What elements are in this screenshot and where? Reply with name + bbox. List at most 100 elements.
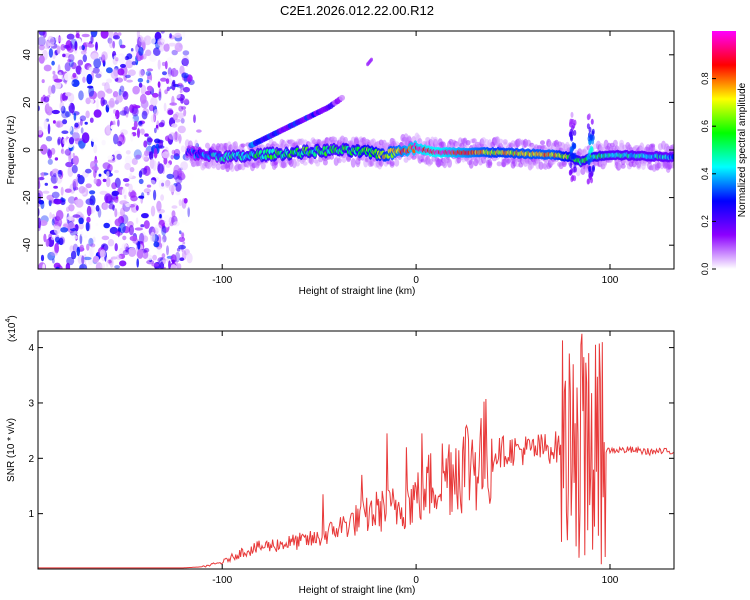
heatmap-cell xyxy=(146,254,153,261)
snr-frame xyxy=(37,330,675,570)
heatmap-cell xyxy=(102,162,111,170)
heatmap-cell xyxy=(117,140,123,147)
heatmap-cell xyxy=(339,94,345,101)
heatmap-cell xyxy=(43,119,48,130)
heatmap-cell xyxy=(145,71,152,76)
heatmap-cell xyxy=(80,127,84,134)
heatmap-cell xyxy=(115,196,119,200)
heatmap-cell xyxy=(161,182,165,187)
heatmap-cell xyxy=(62,138,67,145)
heatmap-cell xyxy=(182,50,190,56)
heatmap-cell xyxy=(115,77,124,83)
heatmap-cell xyxy=(39,220,48,226)
heatmap-cell xyxy=(119,222,126,234)
colorbar-tick-label: 0.2 xyxy=(700,215,710,228)
heatmap-cell xyxy=(65,161,73,168)
heatmap-cell xyxy=(60,93,63,103)
heatmap-cell xyxy=(179,210,185,217)
heatmap-cell xyxy=(136,258,139,268)
heatmap-cell xyxy=(577,148,583,156)
heatmap-cell xyxy=(161,238,165,247)
heatmap-cell xyxy=(173,131,180,143)
heatmap-cell xyxy=(229,163,235,172)
heatmap-cell xyxy=(60,186,64,196)
heatmap-cell xyxy=(88,85,95,97)
heatmap-cell xyxy=(54,81,62,90)
heatmap-cell xyxy=(78,90,84,101)
heatmap-cell xyxy=(336,157,342,164)
heatmap-cell xyxy=(117,119,120,127)
heatmap-cell xyxy=(79,224,84,228)
heatmap-cell xyxy=(116,153,122,160)
heatmap-cell xyxy=(156,246,163,255)
heatmap-cell xyxy=(98,56,103,60)
y-tick-label: -20 xyxy=(22,190,33,205)
heatmap-cell xyxy=(591,128,595,135)
heatmap-cell xyxy=(140,224,145,228)
heatmap-cell xyxy=(116,254,122,260)
heatmap-cell xyxy=(49,212,52,219)
heatmap-cell xyxy=(183,86,190,93)
heatmap-cell xyxy=(105,124,112,135)
heatmap-cell xyxy=(91,166,99,171)
heatmap-cell xyxy=(620,163,626,169)
heatmap-cell xyxy=(169,33,172,39)
heatmap-cell xyxy=(149,232,154,242)
heatmap-cell xyxy=(98,71,103,77)
heatmap-cell xyxy=(138,46,144,56)
heatmap-cell xyxy=(126,53,133,60)
heatmap-cell xyxy=(144,150,150,157)
heatmap-cell xyxy=(83,256,92,261)
heatmap-cell xyxy=(64,188,72,193)
heatmap-cell xyxy=(146,79,150,84)
heatmap-cell xyxy=(121,90,128,97)
heatmap-cell xyxy=(294,161,300,167)
heatmap-cell xyxy=(131,106,139,117)
heatmap-cell xyxy=(43,64,52,72)
heatmap-cell xyxy=(149,151,154,161)
heatmap-cell xyxy=(173,221,180,227)
heatmap-cell xyxy=(156,200,162,212)
heatmap-cell xyxy=(186,172,194,183)
heatmap-cell xyxy=(60,44,66,51)
heatmap-cell xyxy=(586,178,590,185)
heatmap-cell xyxy=(135,205,139,211)
heatmap-cell xyxy=(47,251,56,261)
heatmap-cell xyxy=(110,256,118,260)
heatmap-cell xyxy=(181,231,185,239)
heatmap-cell xyxy=(55,120,64,128)
heatmap-cell xyxy=(51,109,60,115)
heatmap-cell xyxy=(193,114,196,123)
heatmap-cell xyxy=(135,242,140,246)
snr-series xyxy=(38,333,674,569)
heatmap-cell xyxy=(65,92,72,97)
figure-title: C2E1.2026.012.22.00.R12 xyxy=(280,3,434,18)
heatmap-cell xyxy=(55,36,63,42)
y-tick-label: 40 xyxy=(22,49,33,61)
heatmap-cell xyxy=(587,158,591,165)
heatmap-cell xyxy=(592,164,595,171)
heatmap-cell xyxy=(90,98,94,104)
heatmap-cell xyxy=(125,59,134,69)
heatmap-cell xyxy=(136,31,140,39)
heatmap-cell xyxy=(76,246,81,257)
heatmap-cell xyxy=(153,241,160,248)
heatmap-cell xyxy=(58,237,64,246)
heatmap-cell xyxy=(240,143,246,148)
heatmap-cell xyxy=(111,190,120,197)
heatmap-cell xyxy=(171,205,178,209)
heatmap-cell xyxy=(95,262,103,269)
heatmap-cell xyxy=(101,51,108,61)
heatmap-cell xyxy=(440,141,446,148)
heatmap-cell xyxy=(71,111,80,116)
heatmap-cell xyxy=(125,74,131,79)
heatmap-cell xyxy=(86,205,92,217)
heatmap-cell xyxy=(163,102,167,112)
x-tick-label: 100 xyxy=(602,275,619,286)
heatmap-cell xyxy=(104,81,110,93)
heatmap-cell xyxy=(95,73,102,79)
heatmap-cell xyxy=(590,118,594,125)
heatmap-cell xyxy=(87,43,95,48)
heatmap-cell xyxy=(64,62,71,72)
heatmap-cell xyxy=(161,61,166,67)
